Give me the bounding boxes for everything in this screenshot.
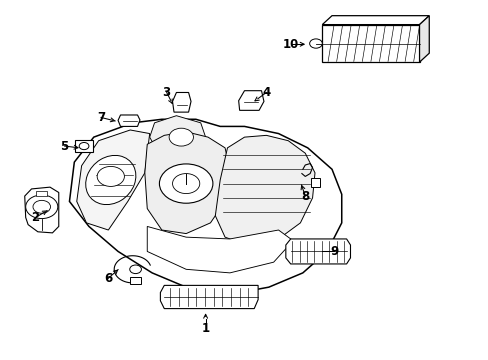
Polygon shape <box>215 135 314 246</box>
Polygon shape <box>419 16 428 62</box>
Polygon shape <box>144 132 229 234</box>
Text: 5: 5 <box>61 140 69 153</box>
Circle shape <box>129 265 141 274</box>
Polygon shape <box>69 119 341 294</box>
Text: 8: 8 <box>301 190 309 203</box>
Polygon shape <box>322 16 428 24</box>
Circle shape <box>159 164 212 203</box>
Bar <box>36 191 47 196</box>
Text: 10: 10 <box>282 38 298 51</box>
Circle shape <box>309 39 322 48</box>
Polygon shape <box>160 285 258 309</box>
Polygon shape <box>149 116 205 158</box>
Polygon shape <box>118 115 140 126</box>
Polygon shape <box>322 24 419 62</box>
Text: 4: 4 <box>262 86 270 99</box>
Polygon shape <box>25 187 59 233</box>
Text: 9: 9 <box>330 245 338 258</box>
Text: 7: 7 <box>97 111 105 124</box>
Circle shape <box>169 128 193 146</box>
Bar <box>75 140 93 152</box>
Circle shape <box>97 166 124 186</box>
Polygon shape <box>285 239 350 264</box>
Circle shape <box>33 201 50 213</box>
Circle shape <box>172 174 200 194</box>
Polygon shape <box>77 130 149 230</box>
Bar <box>310 178 319 187</box>
Polygon shape <box>147 226 292 273</box>
Polygon shape <box>172 93 191 112</box>
Text: 6: 6 <box>104 272 112 285</box>
Bar <box>130 277 141 284</box>
Ellipse shape <box>85 156 136 204</box>
Text: 1: 1 <box>201 322 209 335</box>
Polygon shape <box>238 91 264 111</box>
Circle shape <box>26 195 58 219</box>
Circle shape <box>79 143 89 150</box>
Text: 3: 3 <box>163 86 170 99</box>
Text: 2: 2 <box>31 211 40 224</box>
